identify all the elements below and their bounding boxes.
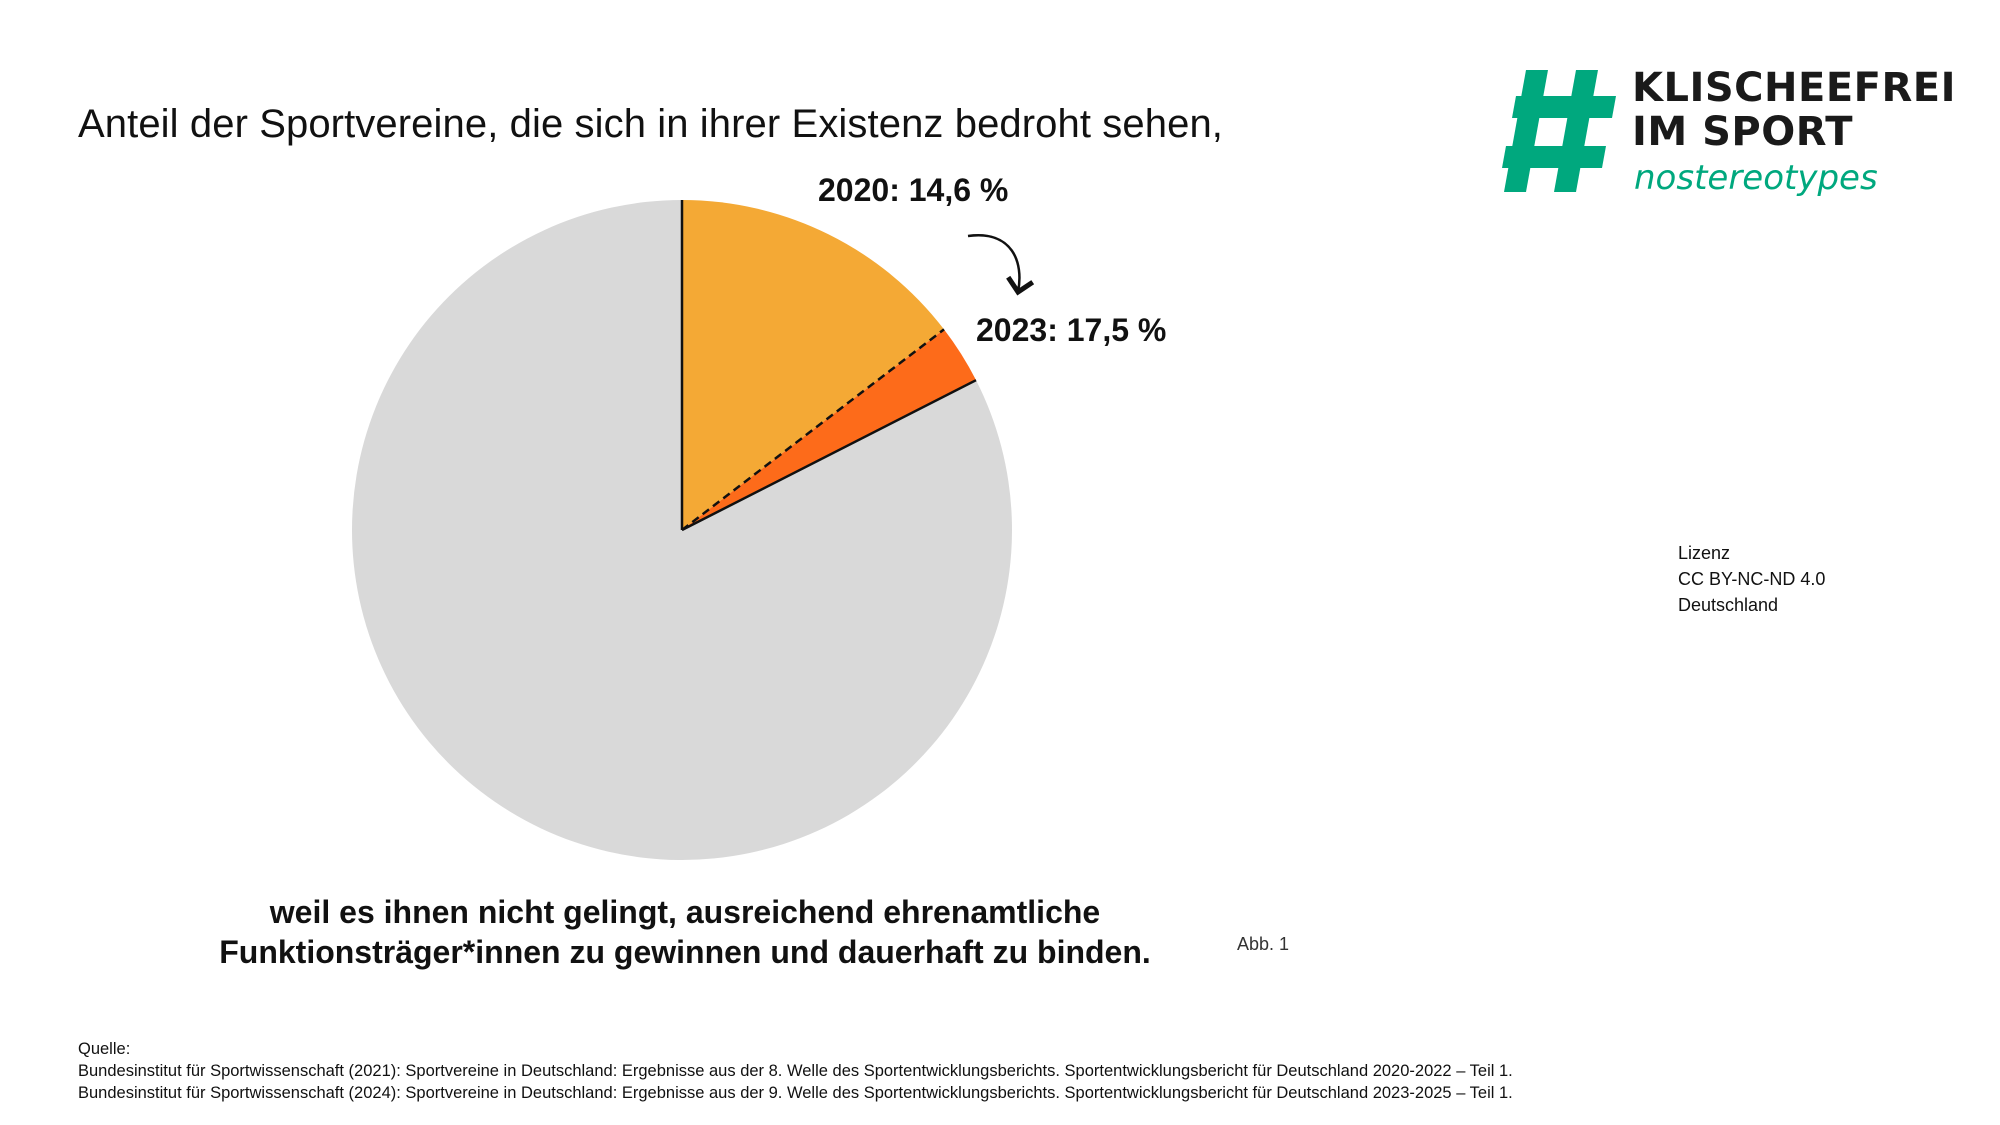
sources: Quelle: Bundesinstitut für Sportwissensc… [78, 1038, 1513, 1104]
subtitle-line: Funktionsträger*innen zu gewinnen und da… [219, 934, 1151, 970]
chart-subtitle: weil es ihnen nicht gelingt, ausreichend… [180, 892, 1190, 972]
chart-title: Anteil der Sportvereine, die sich in ihr… [78, 102, 1223, 146]
license-name: CC BY-NC-ND 4.0 [1678, 569, 1826, 589]
logo-tagline: nostereotypes [1634, 158, 1878, 198]
logo-line-2: IM SPORT [1632, 109, 1854, 155]
slice-label-2023: 2023: 17,5 % [976, 312, 1167, 348]
subtitle-line: weil es ihnen nicht gelingt, ausreichend… [269, 894, 1101, 930]
logo-line-1: KLISCHEEFREI [1632, 65, 1956, 111]
logo-wordmark: KLISCHEEFREI IM SPORT [1632, 66, 1956, 154]
pie-slice-2 [682, 329, 977, 530]
hashtag-icon [1502, 70, 1616, 192]
slice-boundary-line [681, 379, 977, 532]
slice-label-2020: 2020: 14,6 % [818, 172, 1009, 208]
license-heading: Lizenz [1678, 543, 1731, 563]
license-country: Deutschland [1678, 595, 1779, 615]
source-line: Bundesinstitut für Sportwissenschaft (20… [78, 1084, 1513, 1102]
source-line: Bundesinstitut für Sportwissenschaft (20… [78, 1062, 1513, 1080]
license-info: Lizenz CC BY-NC-ND 4.0 Deutschland [1678, 540, 1825, 618]
slice-boundary-dashed-line [681, 328, 945, 531]
sources-heading: Quelle: [78, 1040, 131, 1058]
brand-logo: KLISCHEEFREI IM SPORT nostereotypes [1494, 66, 1994, 206]
figure-reference: Abb. 1 [1237, 934, 1290, 954]
curved-arrow-icon [967, 234, 1035, 296]
pie-slice-1 [682, 200, 945, 530]
